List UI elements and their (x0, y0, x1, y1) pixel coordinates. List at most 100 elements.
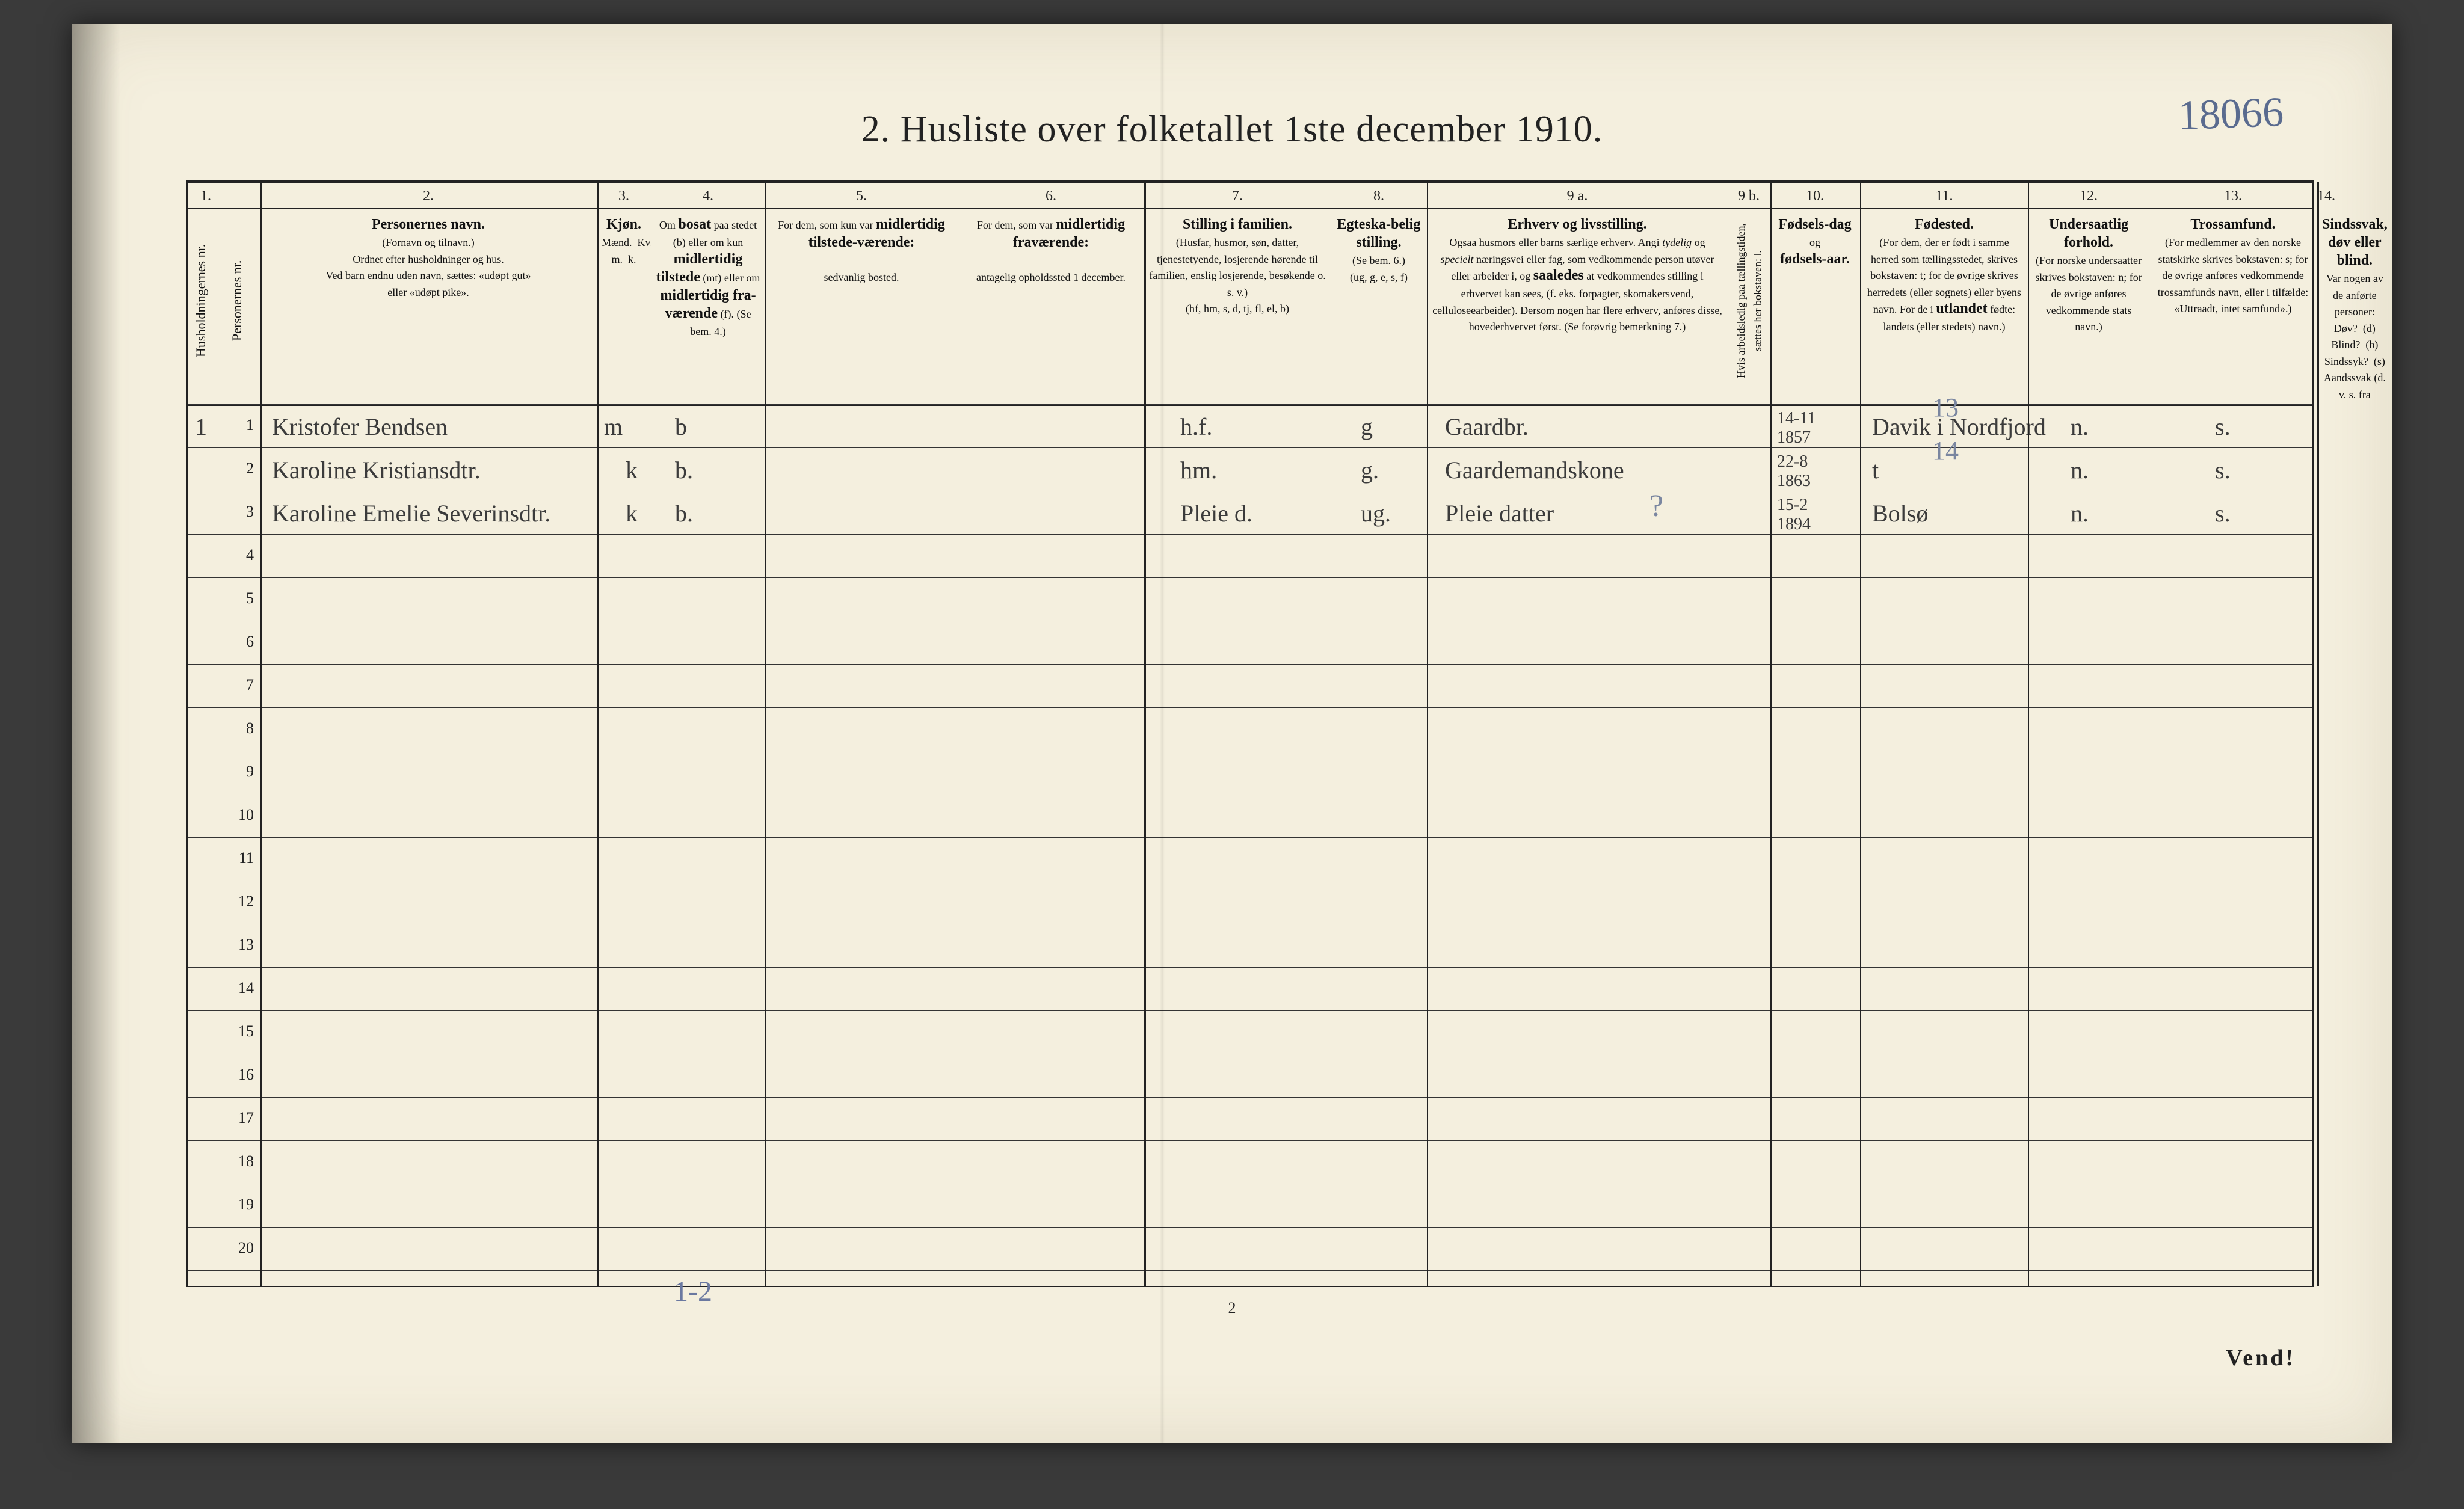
row-number: 10 (224, 806, 260, 824)
column-number: 9 a. (1427, 184, 1728, 208)
row-number: 13 (224, 936, 260, 954)
row-rule (188, 1010, 2312, 1011)
handwritten-cell: s. (2215, 499, 2231, 527)
handwritten-cell: hm. (1180, 456, 1217, 484)
row-rule (188, 577, 2312, 578)
row-number: 12 (224, 893, 260, 911)
row-number: 2 (224, 459, 260, 478)
row-number: 15 (224, 1022, 260, 1040)
row-number: 1 (224, 416, 260, 434)
handwritten-cell: ug. (1361, 499, 1391, 527)
handwritten-cell: Pleie d. (1180, 499, 1252, 527)
handwritten-cell: Kristofer Bendsen (272, 413, 448, 441)
rule (188, 208, 2312, 209)
row-rule (188, 1097, 2312, 1098)
row-number: 14 (224, 979, 260, 997)
handwritten-cell: t (1872, 456, 1879, 484)
handwritten-cell: b (675, 413, 687, 441)
column-number: 8. (1331, 184, 1427, 208)
handwritten-cell: Karoline Kristiansdtr. (272, 456, 481, 484)
handwritten-cell: k (626, 456, 638, 484)
row-number: 7 (224, 676, 260, 694)
page-number: 2 (72, 1299, 2392, 1317)
footer-vend: Vend! (2226, 1345, 2296, 1371)
handwritten-cell: Gaardbr. (1445, 413, 1529, 441)
column-header: Trossamfund.(For medlemmer av den norske… (2149, 212, 2317, 404)
column-header: Om bosat paa stedet (b) eller om kun mid… (651, 212, 765, 404)
handwritten-annotation: ? (1649, 488, 1663, 524)
column-number: 11. (1860, 184, 2028, 208)
row-number: 16 (224, 1066, 260, 1084)
handwritten-cell: 22-8 (1777, 452, 1808, 472)
row-number: 3 (224, 503, 260, 521)
column-number: 13. (2149, 184, 2317, 208)
column-header: Stilling i familien.(Husfar, husmor, søn… (1144, 212, 1331, 404)
row-rule (188, 967, 2312, 968)
row-rule (188, 707, 2312, 708)
handwritten-cell: g (1361, 413, 1373, 441)
column-number: 1. (188, 184, 224, 208)
column-number (224, 184, 260, 208)
row-rule (188, 447, 2312, 448)
census-page: 2. Husliste over folketallet 1ste decemb… (72, 24, 2392, 1443)
handwritten-cell: n. (2071, 413, 2089, 441)
page-title: 2. Husliste over folketallet 1ste decemb… (72, 108, 2392, 151)
column-number: 14. (2317, 184, 2335, 208)
column-number: 7. (1144, 184, 1331, 208)
handwritten-cell: 1857 (1777, 428, 1811, 447)
handwritten-cell: 1894 (1777, 515, 1811, 534)
handwritten-cell: 15-2 (1777, 496, 1808, 515)
handwritten-annotation: 14 (1932, 435, 1959, 466)
handwritten-cell: b. (675, 499, 693, 527)
column-number: 9 b. (1728, 184, 1770, 208)
column-header: Erhverv og livsstilling.Ogsaa husmors el… (1427, 212, 1728, 404)
handwritten-cell: s. (2215, 413, 2231, 441)
column-number: 12. (2028, 184, 2149, 208)
column-number: 3. (597, 184, 651, 208)
row-number: 5 (224, 589, 260, 607)
handwritten-cell: m (604, 413, 623, 441)
row-rule (188, 837, 2312, 838)
column-number: 5. (765, 184, 958, 208)
handwritten-cell: g. (1361, 456, 1379, 484)
column-header: Hvis arbeidsledig paa tællingstiden, sæt… (1728, 212, 1770, 404)
column-header: Egteska-belig stilling.(Se bem. 6.)(ug, … (1331, 212, 1427, 404)
handwritten-cell: Gaardemandskone (1445, 456, 1624, 484)
row-rule (188, 1270, 2312, 1271)
column-number: 2. (260, 184, 597, 208)
handwritten-cell: Karoline Emelie Severinsdtr. (272, 499, 550, 527)
row-rule (188, 664, 2312, 665)
handwritten-cell: Pleie datter (1445, 499, 1554, 527)
column-number: 4. (651, 184, 765, 208)
table-body: 12345678910111213141516171819201Kristofe… (188, 404, 2312, 1286)
column-number: 6. (958, 184, 1144, 208)
row-number: 8 (224, 719, 260, 737)
column-header: Fødested.(For dem, der er født i samme h… (1860, 212, 2028, 404)
row-number: 4 (224, 546, 260, 564)
rule (188, 182, 2312, 183)
column-header: For dem, som var midlertidig fraværende:… (958, 212, 1144, 404)
row-rule (188, 404, 2312, 405)
column-header: Sindssvak, døv eller blind.Var nogen av … (2317, 212, 2392, 404)
column-header: Undersaatlig forhold.(For norske undersa… (2028, 212, 2149, 404)
handwritten-cell: Davik i Nordfjord (1872, 413, 2046, 441)
handwritten-cell: s. (2215, 456, 2231, 484)
row-number: 6 (224, 633, 260, 651)
row-rule (188, 534, 2312, 535)
handwritten-cell: n. (2071, 456, 2089, 484)
handwritten-cell: h.f. (1180, 413, 1212, 441)
handwritten-cell: Bolsø (1872, 499, 1928, 527)
column-header: Personernes nr. (224, 212, 260, 404)
census-table: 12345678910111213141516171819201Kristofe… (186, 180, 2314, 1287)
column-header: Fødsels-dagogfødsels-aar. (1770, 212, 1860, 404)
row-number: 19 (224, 1196, 260, 1214)
row-number: 17 (224, 1109, 260, 1127)
column-header: Husholdningernes nr. (188, 212, 224, 404)
handwritten-cell: n. (2071, 499, 2089, 527)
handwritten-cell: 1863 (1777, 472, 1811, 491)
column-number: 10. (1770, 184, 1860, 208)
column-header: For dem, som kun var midlertidig tilsted… (765, 212, 958, 404)
row-rule (188, 1140, 2312, 1141)
row-rule (188, 1227, 2312, 1228)
image-id-handwritten: 18066 (2178, 88, 2285, 140)
